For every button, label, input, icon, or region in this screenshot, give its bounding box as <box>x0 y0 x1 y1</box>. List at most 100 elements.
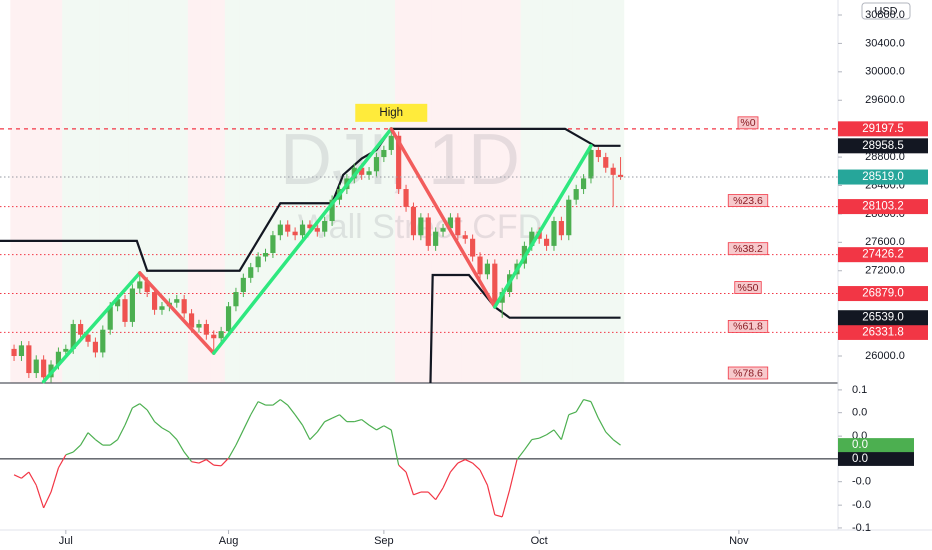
candle-body <box>359 167 365 175</box>
x-tick-label: Jul <box>59 535 73 547</box>
y-tick-label: 28800.0 <box>865 151 905 163</box>
candle-body <box>18 345 25 357</box>
oscillator-segment <box>383 425 392 431</box>
trend-shade <box>380 0 388 383</box>
candle-body <box>462 235 468 239</box>
trend-shade <box>247 0 255 383</box>
zero-tag-label: 0.0 <box>852 453 868 465</box>
oscillator-segment <box>501 489 511 518</box>
oscillator-segment <box>479 469 488 486</box>
candle-body <box>588 149 594 179</box>
trend-shade <box>62 0 70 383</box>
candle-body <box>558 221 564 236</box>
candle-body <box>107 306 113 330</box>
fib-level-box <box>727 194 769 207</box>
oscillator-segment <box>361 419 370 426</box>
trend-shade <box>121 0 129 383</box>
candle-body <box>41 359 47 378</box>
oscillator-segment <box>516 449 525 460</box>
oscillator-segment <box>279 399 289 406</box>
currency: USD <box>874 5 897 17</box>
candle-body <box>33 359 39 374</box>
trend-shade <box>291 0 299 383</box>
currency-box[interactable] <box>861 2 911 20</box>
trend-shade <box>350 0 358 383</box>
fib-price-tag <box>838 286 928 302</box>
oscillator-segment <box>427 491 437 501</box>
x-tick-label: Aug <box>219 535 239 547</box>
trend-shade <box>84 0 92 383</box>
fib-price-tag <box>838 121 928 137</box>
candle-body <box>410 206 417 236</box>
oscillator-segment <box>354 418 362 423</box>
oscillator-segment <box>494 514 503 518</box>
fib-price-tag-label: 26331.8 <box>862 326 904 338</box>
trend-shade <box>261 0 270 383</box>
candle-body <box>122 299 128 322</box>
oscillator-segment <box>398 464 407 473</box>
candle-body <box>484 263 491 275</box>
channel-price-tag-label: 28958.5 <box>862 140 904 152</box>
fib-level-box <box>727 320 769 333</box>
channel-price-tag-label: 26539.0 <box>862 312 904 324</box>
oscillator-segment <box>309 431 318 441</box>
candle-body <box>455 217 461 236</box>
trend-shade <box>550 0 558 383</box>
trend-shade <box>232 0 240 383</box>
oscillator-segment <box>154 421 163 429</box>
oscillator-segment <box>257 401 266 406</box>
candle-body <box>262 252 269 257</box>
x-tick-label: Oct <box>531 535 548 547</box>
oscillator-segment <box>21 471 30 479</box>
y-tick-label: 27600.0 <box>865 236 905 248</box>
trend-shade <box>306 0 314 383</box>
oscillator-segment <box>198 459 207 464</box>
y-tick-label: 29600.0 <box>865 94 905 106</box>
trend-shade <box>269 0 277 383</box>
trend-shade <box>454 0 462 383</box>
fib-level-box <box>734 281 762 294</box>
trend-shade <box>106 0 114 383</box>
oscillator-segment <box>575 399 585 413</box>
trend-shade <box>210 0 218 383</box>
trend-shade <box>187 0 196 383</box>
trend-shade <box>594 0 603 383</box>
zero-tag <box>838 451 914 466</box>
zigzag-segment <box>389 127 497 309</box>
trend-shade <box>17 0 26 383</box>
trend-shade <box>91 0 100 383</box>
trend-shade <box>10 0 18 383</box>
candle-body <box>196 324 202 328</box>
oscillator-segment <box>28 471 37 486</box>
x-tick-label: Nov <box>729 535 749 547</box>
candle-body <box>270 235 276 253</box>
trend-shade <box>128 0 137 383</box>
oscillator-segment <box>43 491 52 509</box>
oscillator-segment <box>72 444 82 453</box>
trend-shade <box>446 0 455 383</box>
candle-body <box>580 178 587 190</box>
trend-shade <box>54 0 63 383</box>
oscillator-segment <box>523 439 533 451</box>
fib-price-tag-label: 28103.2 <box>862 201 904 213</box>
zigzag-segment <box>212 127 394 355</box>
trend-shade <box>483 0 492 383</box>
candle-body <box>529 231 535 246</box>
trend-shade <box>136 0 144 383</box>
trend-shade <box>320 0 329 383</box>
last-price-tag <box>838 169 928 185</box>
oscillator-segment <box>553 429 562 440</box>
oscillator-segment <box>316 421 326 433</box>
trend-shade <box>69 0 77 383</box>
candle-body <box>188 313 195 328</box>
oscillator-segment <box>183 451 193 463</box>
oscillator-segment <box>597 417 607 433</box>
candle-body <box>299 224 306 236</box>
candle-body <box>203 324 209 335</box>
oscillator-segment <box>161 427 170 433</box>
oscillator-segment <box>531 437 540 441</box>
trend-shade <box>528 0 536 383</box>
oscillator-segment <box>272 399 281 406</box>
trend-shade <box>39 0 48 383</box>
osc-y-tick-label: -0.0 <box>852 499 871 511</box>
